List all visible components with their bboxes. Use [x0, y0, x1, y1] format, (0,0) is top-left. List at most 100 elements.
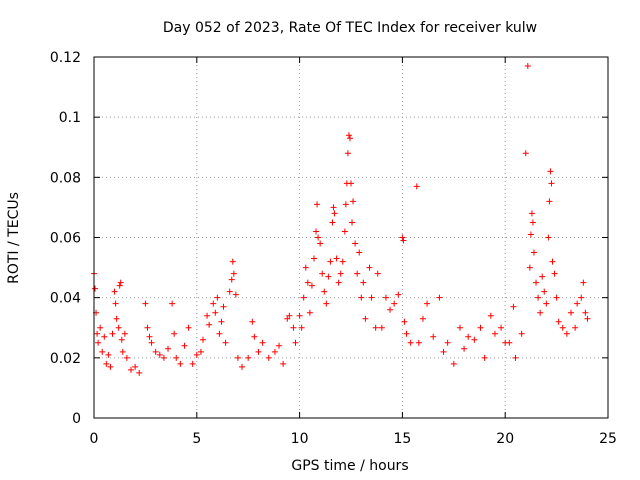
- data-point: [280, 360, 287, 367]
- data-point: [107, 363, 114, 370]
- data-point: [524, 63, 531, 70]
- data-point: [160, 354, 167, 361]
- data-point: [382, 294, 389, 301]
- data-point: [477, 324, 484, 331]
- data-point: [444, 339, 451, 346]
- data-point: [329, 219, 336, 226]
- data-point: [109, 330, 116, 337]
- data-point: [344, 150, 351, 157]
- data-point: [339, 258, 346, 265]
- data-point: [317, 240, 324, 247]
- data-point: [461, 345, 468, 352]
- data-point: [148, 339, 155, 346]
- data-point: [555, 318, 562, 325]
- data-point: [239, 363, 246, 370]
- y-tick-label: 0.1: [59, 110, 81, 126]
- data-point: [119, 348, 126, 355]
- data-point: [350, 198, 357, 205]
- data-point: [584, 315, 591, 322]
- data-point: [419, 315, 426, 322]
- data-point: [146, 333, 153, 340]
- data-point: [265, 354, 272, 361]
- data-point: [327, 258, 334, 265]
- data-point: [372, 324, 379, 331]
- data-point: [401, 318, 408, 325]
- data-point: [177, 360, 184, 367]
- data-point: [105, 351, 112, 358]
- data-point: [368, 294, 375, 301]
- data-point: [220, 303, 227, 310]
- data-point: [185, 324, 192, 331]
- data-point: [325, 273, 332, 280]
- data-point: [539, 273, 546, 280]
- data-point: [526, 264, 533, 271]
- data-point: [387, 306, 394, 313]
- data-point: [99, 348, 106, 355]
- y-tick-label: 0.04: [50, 291, 81, 307]
- data-point: [144, 324, 151, 331]
- data-points: [91, 63, 591, 376]
- data-point: [300, 294, 307, 301]
- data-point: [546, 198, 553, 205]
- data-point: [284, 315, 291, 322]
- data-point: [567, 309, 574, 316]
- data-point: [548, 180, 555, 187]
- data-point: [346, 135, 353, 142]
- data-point: [471, 336, 478, 343]
- data-point: [117, 279, 124, 286]
- data-point: [296, 312, 303, 319]
- x-tick-labels: 0 5 10 15 20 25: [90, 431, 617, 447]
- data-point: [551, 270, 558, 277]
- data-point: [292, 339, 299, 346]
- y-tick-label: 0.12: [50, 50, 81, 66]
- data-point: [116, 282, 123, 289]
- data-point: [366, 264, 373, 271]
- x-tick-label: 15: [393, 431, 411, 447]
- data-point: [360, 279, 367, 286]
- data-point: [128, 366, 135, 373]
- data-point: [400, 237, 407, 244]
- data-point: [111, 288, 118, 295]
- x-tick-label: 10: [291, 431, 309, 447]
- data-point: [518, 330, 525, 337]
- data-point: [349, 219, 356, 226]
- data-point: [491, 330, 498, 337]
- data-point: [229, 258, 236, 265]
- data-point: [543, 300, 550, 307]
- x-tick-label: 5: [192, 431, 201, 447]
- data-point: [204, 312, 211, 319]
- data-point: [228, 276, 235, 283]
- data-point: [522, 150, 529, 157]
- data-point: [259, 339, 266, 346]
- data-point: [306, 309, 313, 316]
- data-point: [354, 270, 361, 277]
- data-point: [226, 288, 233, 295]
- data-point: [436, 294, 443, 301]
- data-point: [115, 324, 122, 331]
- data-point: [113, 315, 120, 322]
- data-point: [407, 339, 414, 346]
- data-point: [319, 270, 326, 277]
- data-point: [356, 249, 363, 256]
- data-point: [533, 279, 540, 286]
- data-point: [121, 330, 128, 337]
- data-point: [553, 294, 560, 301]
- y-tick-label: 0: [72, 411, 81, 427]
- data-point: [580, 279, 587, 286]
- data-point: [582, 309, 589, 316]
- data-point: [572, 324, 579, 331]
- data-point: [97, 324, 104, 331]
- data-point: [92, 285, 99, 292]
- data-point: [245, 354, 252, 361]
- data-point: [302, 264, 309, 271]
- x-tick-label: 25: [599, 431, 617, 447]
- data-point: [481, 354, 488, 361]
- data-point: [276, 342, 283, 349]
- data-point: [212, 309, 219, 316]
- data-point: [199, 336, 206, 343]
- data-point: [232, 291, 239, 298]
- data-point: [234, 354, 241, 361]
- data-point: [169, 300, 176, 307]
- data-point: [193, 351, 200, 358]
- data-point: [362, 315, 369, 322]
